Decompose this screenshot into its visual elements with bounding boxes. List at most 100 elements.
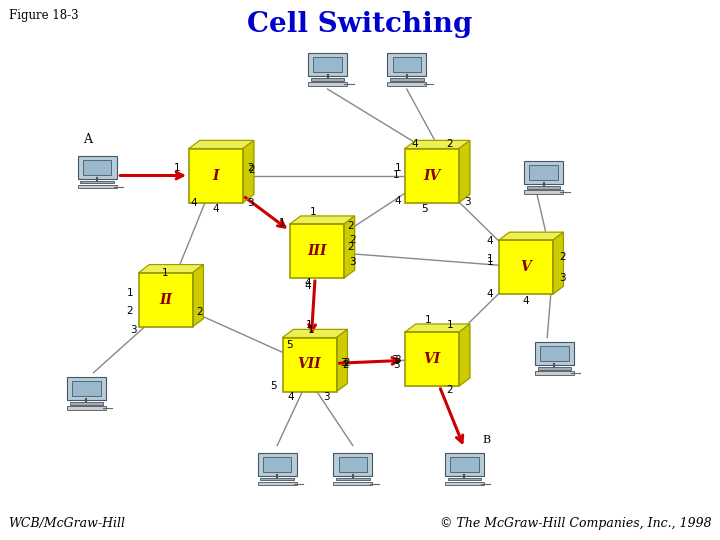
Text: VI: VI: [423, 352, 441, 366]
Text: Cell Switching: Cell Switching: [247, 11, 473, 38]
Text: 3: 3: [349, 257, 356, 267]
Text: 1: 1: [174, 163, 181, 173]
FancyBboxPatch shape: [308, 53, 347, 77]
Text: 3: 3: [247, 198, 253, 208]
Polygon shape: [498, 232, 563, 240]
FancyBboxPatch shape: [308, 82, 347, 86]
FancyBboxPatch shape: [138, 273, 193, 327]
Text: 4: 4: [305, 281, 311, 291]
Text: 4: 4: [212, 204, 220, 214]
Text: 1: 1: [425, 315, 432, 325]
Text: 2: 2: [343, 359, 350, 368]
Text: 4: 4: [287, 392, 294, 402]
Text: A: A: [83, 133, 92, 146]
Text: 4: 4: [522, 296, 529, 306]
FancyBboxPatch shape: [336, 478, 369, 480]
Text: 5: 5: [421, 204, 428, 214]
FancyBboxPatch shape: [338, 457, 367, 471]
FancyBboxPatch shape: [78, 156, 117, 179]
Polygon shape: [243, 140, 253, 202]
FancyBboxPatch shape: [527, 186, 560, 188]
FancyBboxPatch shape: [258, 482, 297, 485]
FancyBboxPatch shape: [535, 371, 574, 375]
Text: 3: 3: [341, 359, 347, 368]
Text: 1: 1: [395, 163, 401, 173]
FancyBboxPatch shape: [283, 338, 337, 392]
Text: 4: 4: [395, 196, 401, 206]
FancyBboxPatch shape: [498, 240, 553, 294]
Text: 2: 2: [348, 242, 354, 252]
FancyBboxPatch shape: [450, 457, 479, 471]
FancyBboxPatch shape: [261, 478, 294, 480]
Text: B: B: [482, 435, 490, 445]
Text: VII: VII: [298, 357, 321, 372]
Polygon shape: [459, 140, 469, 202]
Polygon shape: [283, 329, 347, 338]
Polygon shape: [459, 324, 469, 386]
Text: 3: 3: [559, 273, 566, 283]
Text: 2: 2: [248, 165, 255, 175]
FancyBboxPatch shape: [289, 224, 344, 278]
FancyBboxPatch shape: [189, 148, 243, 202]
Polygon shape: [289, 216, 355, 224]
Text: II: II: [159, 293, 172, 307]
Polygon shape: [553, 232, 563, 294]
Text: IV: IV: [423, 168, 441, 183]
FancyBboxPatch shape: [387, 53, 426, 77]
Text: 3: 3: [392, 355, 398, 365]
Text: 3: 3: [393, 360, 400, 369]
Text: 3: 3: [395, 355, 401, 365]
FancyBboxPatch shape: [448, 478, 481, 480]
Text: Figure 18-3: Figure 18-3: [9, 9, 78, 22]
FancyBboxPatch shape: [72, 381, 101, 396]
FancyBboxPatch shape: [538, 367, 571, 369]
Text: 1: 1: [393, 171, 400, 180]
Text: 2: 2: [342, 360, 348, 369]
Text: III: III: [307, 244, 327, 258]
Text: 3: 3: [130, 325, 137, 335]
Polygon shape: [405, 140, 469, 148]
Text: V: V: [521, 260, 531, 274]
Polygon shape: [336, 329, 347, 392]
FancyBboxPatch shape: [524, 190, 563, 194]
FancyBboxPatch shape: [524, 161, 563, 185]
Text: 1: 1: [127, 288, 133, 298]
Polygon shape: [405, 324, 469, 332]
Text: 5: 5: [271, 381, 277, 391]
FancyBboxPatch shape: [70, 402, 103, 404]
Text: I: I: [212, 168, 220, 183]
FancyBboxPatch shape: [78, 185, 117, 188]
Text: 1: 1: [308, 325, 315, 335]
FancyBboxPatch shape: [405, 148, 459, 202]
Text: 1: 1: [487, 257, 493, 267]
FancyBboxPatch shape: [333, 482, 372, 485]
Text: 4: 4: [190, 198, 197, 207]
Text: 2: 2: [446, 139, 453, 149]
Polygon shape: [189, 140, 253, 148]
FancyBboxPatch shape: [83, 160, 112, 174]
Text: © The McGraw-Hill Companies, Inc., 1998: © The McGraw-Hill Companies, Inc., 1998: [440, 517, 711, 530]
FancyBboxPatch shape: [540, 346, 569, 361]
Text: 2: 2: [197, 307, 203, 317]
Text: 2: 2: [349, 235, 356, 245]
Text: 1: 1: [306, 320, 313, 330]
FancyBboxPatch shape: [392, 57, 421, 72]
Text: 4: 4: [487, 289, 493, 299]
FancyBboxPatch shape: [390, 78, 423, 80]
FancyBboxPatch shape: [81, 181, 114, 183]
Text: 4: 4: [305, 279, 312, 288]
FancyBboxPatch shape: [67, 406, 106, 410]
Text: 1: 1: [310, 207, 317, 217]
Text: 1: 1: [279, 218, 286, 228]
FancyBboxPatch shape: [445, 453, 484, 476]
FancyBboxPatch shape: [529, 165, 558, 180]
FancyBboxPatch shape: [405, 332, 459, 386]
Text: 2: 2: [247, 163, 253, 173]
FancyBboxPatch shape: [445, 482, 484, 485]
Text: 1: 1: [487, 254, 493, 264]
Polygon shape: [344, 216, 355, 278]
Polygon shape: [138, 265, 204, 273]
Text: 4: 4: [411, 139, 418, 149]
FancyBboxPatch shape: [387, 82, 426, 86]
FancyBboxPatch shape: [535, 342, 574, 366]
